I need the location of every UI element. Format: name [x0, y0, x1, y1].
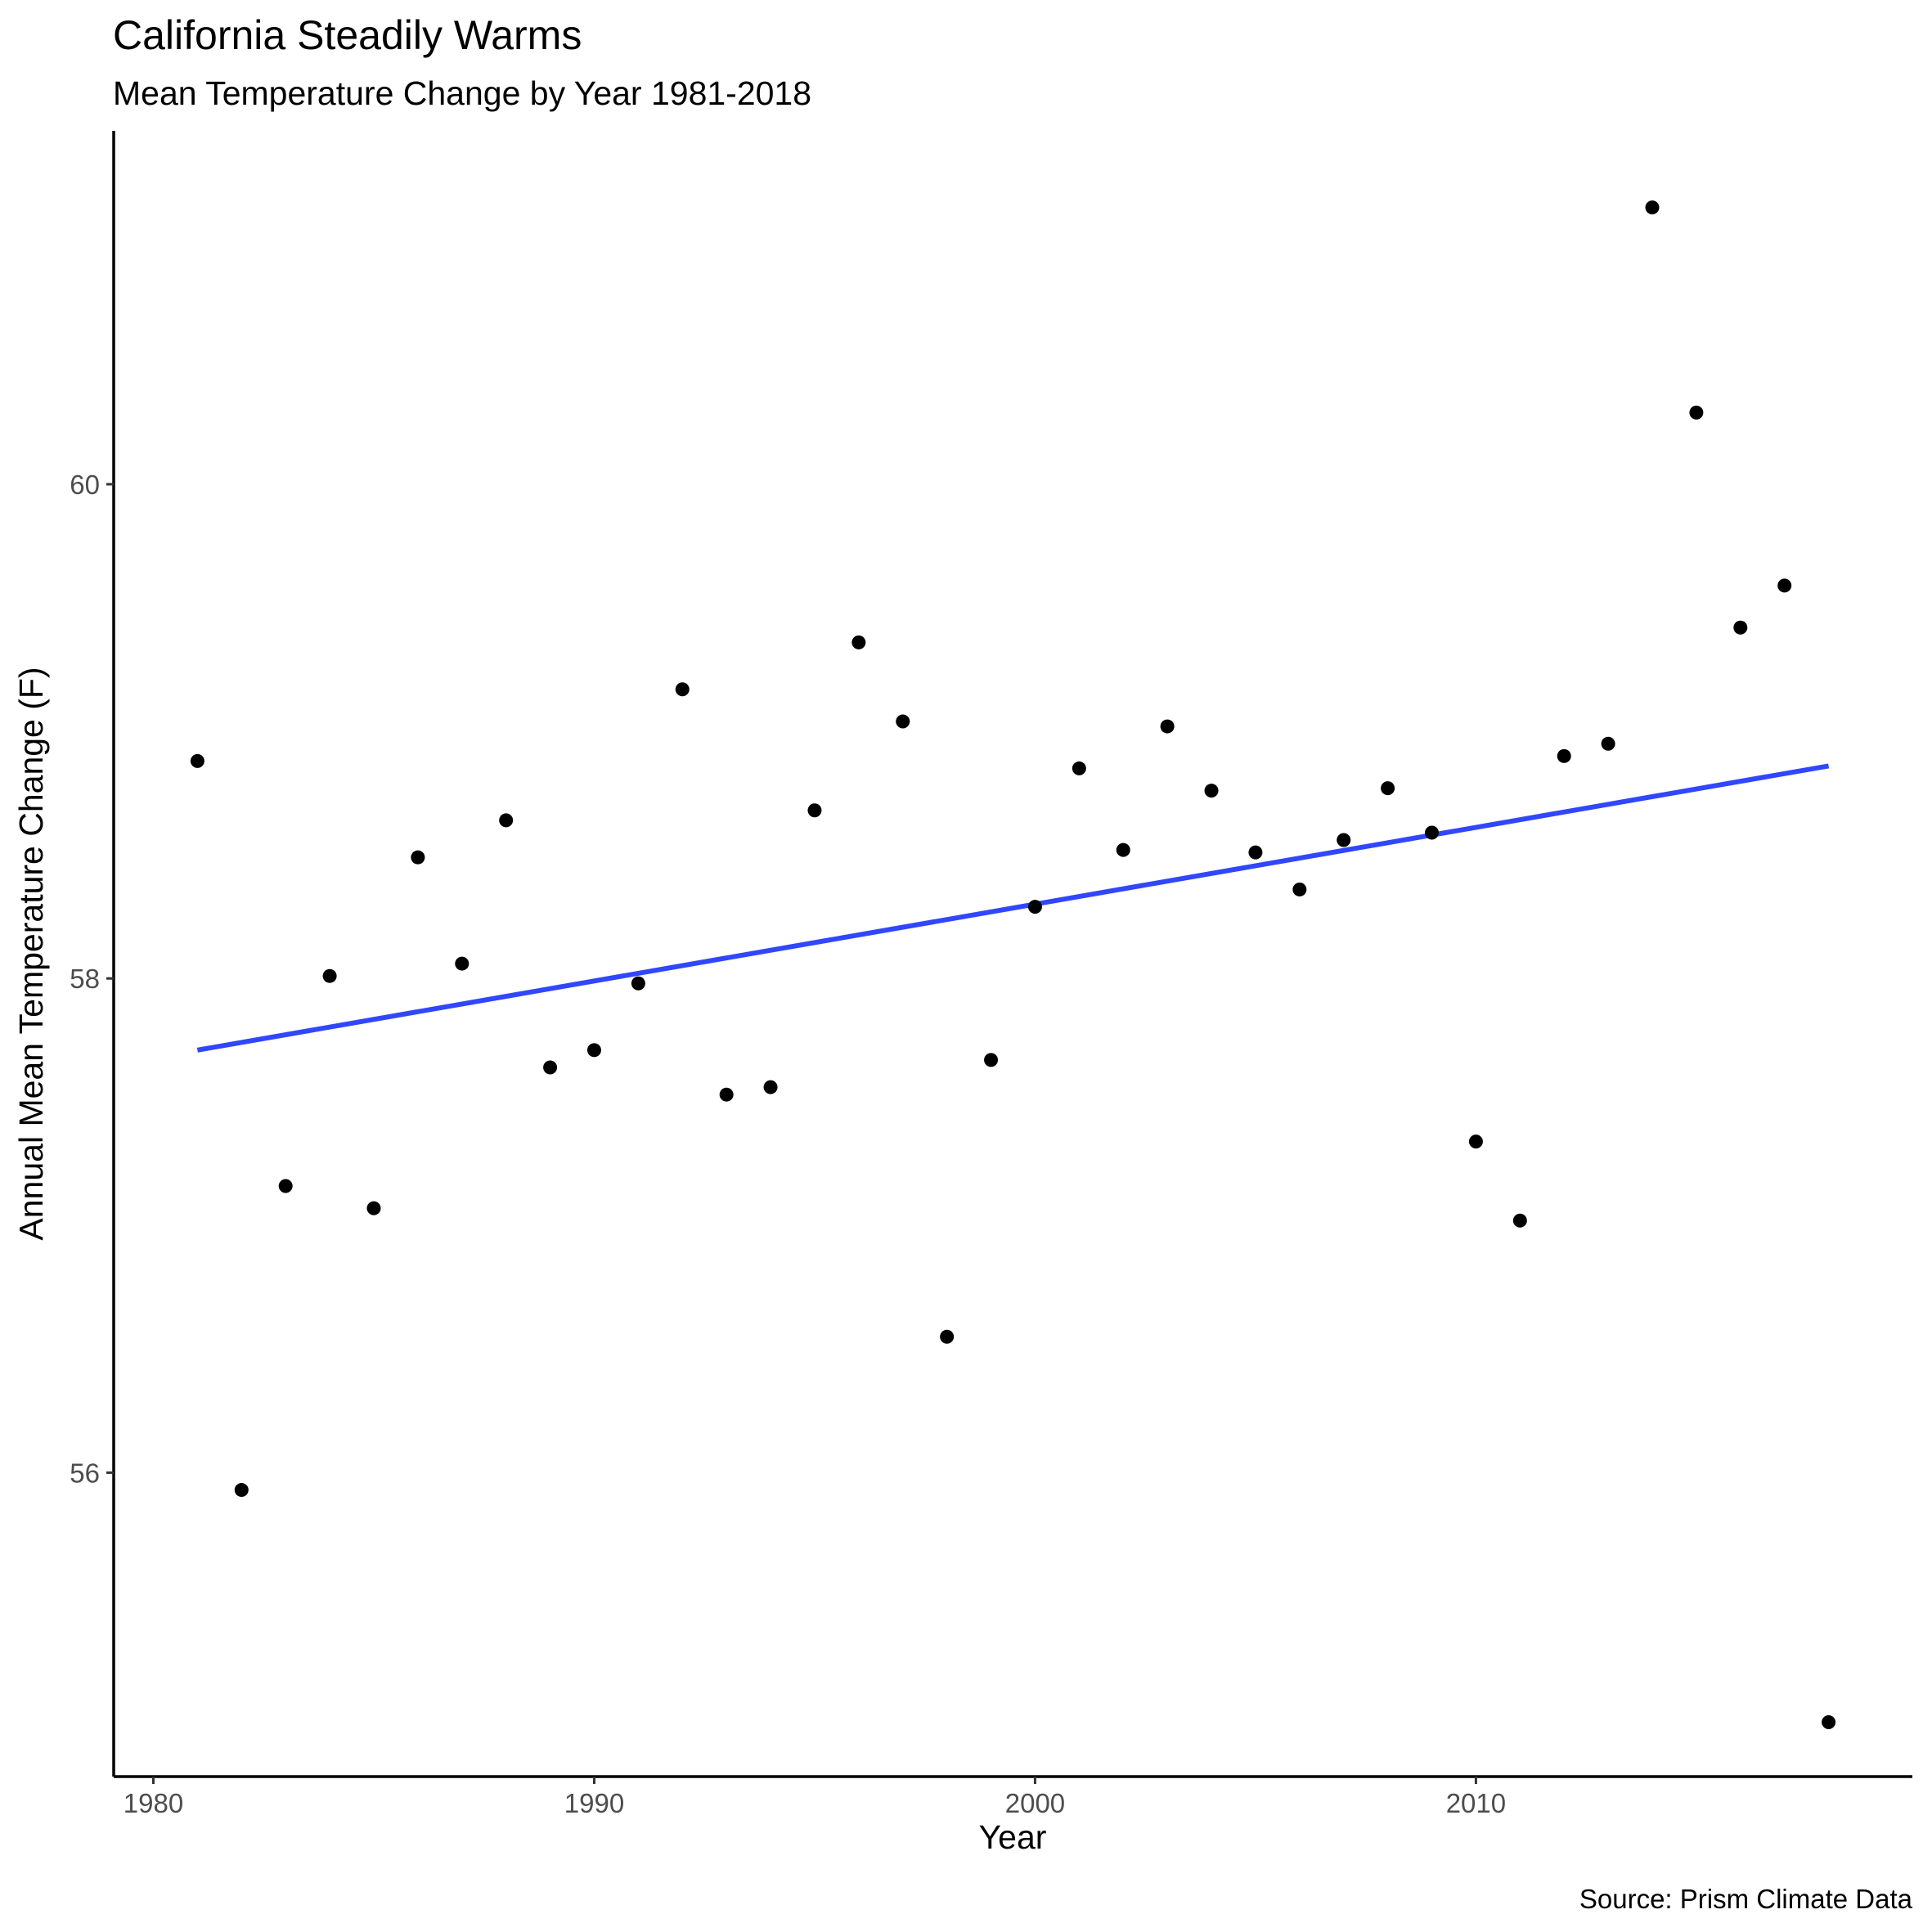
data-point [1292, 882, 1307, 896]
plot-area [190, 200, 1836, 1730]
x-tick-label: 2010 [1446, 1788, 1506, 1818]
data-point [1337, 833, 1351, 847]
x-axis-title: Year [979, 1818, 1047, 1856]
chart-title: California Steadily Warms [113, 12, 582, 58]
data-point [278, 1179, 293, 1193]
data-point [1248, 845, 1263, 860]
data-point [586, 1043, 601, 1058]
data-point [1822, 1715, 1836, 1730]
data-point [1160, 719, 1175, 734]
data-point [366, 1201, 381, 1215]
data-point [1645, 200, 1660, 215]
data-point [1072, 761, 1086, 775]
x-tick-label: 1990 [564, 1788, 624, 1818]
data-point [234, 1483, 249, 1498]
data-point [1777, 578, 1792, 593]
y-axis-ticks: 56 58 60 [70, 470, 114, 1488]
data-point [411, 850, 425, 865]
data-point [940, 1329, 955, 1344]
data-point [984, 1053, 999, 1067]
data-point [896, 714, 910, 729]
data-point [807, 803, 822, 818]
data-point [455, 956, 470, 971]
data-point [543, 1060, 558, 1075]
data-point [675, 682, 690, 697]
data-point [499, 813, 514, 828]
x-tick-label: 1980 [124, 1788, 183, 1818]
y-axis-title: Annual Mean Temperature Change (F) [12, 667, 50, 1240]
chart-caption: Source: Prism Climate Data [1579, 1884, 1913, 1914]
data-point [1689, 405, 1704, 420]
y-tick-label: 56 [70, 1458, 100, 1488]
data-point [1557, 748, 1571, 763]
data-point [719, 1087, 734, 1102]
data-point [1468, 1134, 1483, 1149]
y-tick-label: 60 [70, 470, 100, 500]
chart-subtitle: Mean Temperature Change by Year 1981-201… [113, 74, 811, 112]
data-point [1027, 900, 1042, 914]
data-point [1204, 784, 1219, 798]
data-point [1425, 825, 1440, 840]
data-point [631, 976, 645, 991]
data-point [1733, 620, 1748, 635]
data-point [1601, 736, 1615, 751]
data-point [763, 1080, 778, 1094]
y-tick-label: 58 [70, 964, 100, 994]
data-point [1381, 781, 1395, 796]
data-point [1116, 842, 1130, 857]
data-point [190, 753, 204, 768]
data-point [1512, 1213, 1527, 1228]
data-point [851, 635, 866, 649]
trend-line [196, 763, 1830, 1053]
data-point [322, 968, 337, 983]
x-tick-label: 2000 [1005, 1788, 1065, 1818]
x-axis-ticks: 1980 1990 2000 2010 [124, 1777, 1506, 1818]
